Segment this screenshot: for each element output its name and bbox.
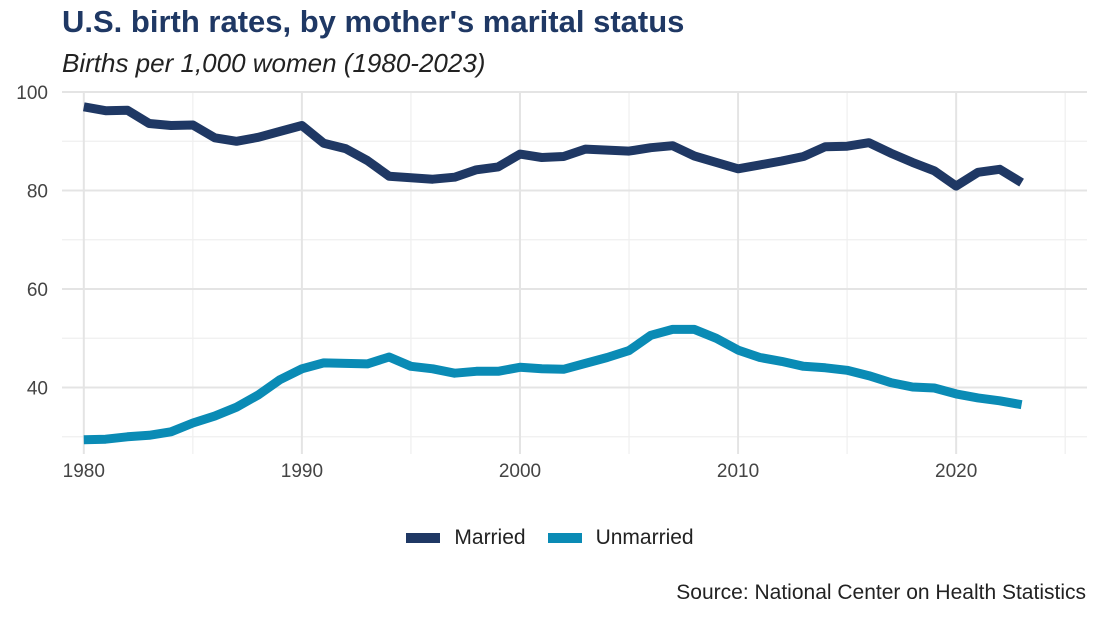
y-axis: 40 60 80 100 <box>16 83 48 400</box>
x-tick-label: 1980 <box>63 461 105 482</box>
x-tick-label: 2010 <box>717 461 759 482</box>
legend-label-unmarried: Unmarried <box>595 526 694 549</box>
y-tick-label: 40 <box>27 379 48 400</box>
series-lines <box>83 102 1024 445</box>
series-line-unmarried <box>83 324 1023 445</box>
x-tick-label: 2000 <box>499 461 541 482</box>
chart-title: U.S. birth rates, by mother's marital st… <box>62 4 685 39</box>
source-note: Source: National Center on Health Statis… <box>676 581 1086 604</box>
x-axis: 1980 1990 2000 2010 2020 <box>63 461 978 482</box>
y-tick-label: 80 <box>27 182 48 203</box>
y-tick-label: 60 <box>27 280 48 301</box>
y-tick-label: 100 <box>16 83 48 104</box>
x-tick-label: 1990 <box>281 461 323 482</box>
legend-swatch-unmarried <box>547 533 582 543</box>
series-line-married <box>83 102 1024 191</box>
legend: Married Unmarried <box>0 526 1100 550</box>
x-tick-label: 2020 <box>935 461 977 482</box>
legend-label-married: Married <box>454 526 526 549</box>
grid-lines <box>62 91 1087 454</box>
chart-subtitle: Births per 1,000 women (1980-2023) <box>62 48 486 78</box>
legend-item-unmarried: Unmarried <box>547 526 694 550</box>
legend-item-married: Married <box>406 526 526 550</box>
legend-swatch-married <box>406 533 441 543</box>
